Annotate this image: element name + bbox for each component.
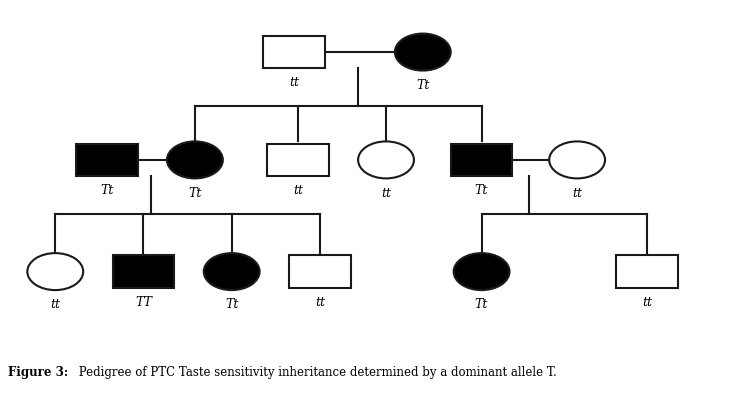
Text: Tt: Tt (188, 187, 202, 200)
Text: Tt: Tt (475, 298, 488, 311)
Ellipse shape (358, 141, 414, 178)
Ellipse shape (454, 253, 509, 290)
Text: tt: tt (315, 296, 325, 309)
Text: Tt: Tt (475, 184, 488, 197)
Bar (289, 255, 351, 288)
Text: tt: tt (292, 184, 303, 197)
Ellipse shape (204, 253, 260, 290)
Bar (267, 144, 328, 176)
Text: tt: tt (642, 296, 652, 309)
Text: TT: TT (135, 296, 152, 309)
Bar (451, 144, 512, 176)
Text: Tt: Tt (416, 79, 430, 92)
Text: tt: tt (50, 298, 60, 311)
Ellipse shape (394, 33, 451, 71)
Ellipse shape (27, 253, 83, 290)
Text: Tt: Tt (225, 298, 238, 311)
Text: Figure 3:: Figure 3: (8, 366, 68, 380)
Bar (616, 255, 678, 288)
Bar (76, 144, 137, 176)
Bar (263, 36, 325, 68)
Ellipse shape (549, 141, 605, 178)
Bar (112, 255, 174, 288)
Ellipse shape (167, 141, 223, 178)
Text: tt: tt (572, 187, 582, 200)
Text: tt: tt (381, 187, 391, 200)
Text: tt: tt (290, 76, 299, 89)
Text: Pedigree of PTC Taste sensitivity inheritance determined by a dominant allele T.: Pedigree of PTC Taste sensitivity inheri… (75, 366, 556, 380)
Text: Tt: Tt (100, 184, 113, 197)
